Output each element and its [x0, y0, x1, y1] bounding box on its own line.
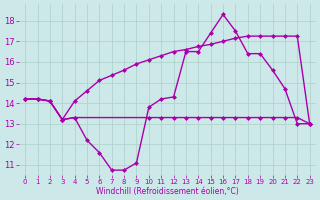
- X-axis label: Windchill (Refroidissement éolien,°C): Windchill (Refroidissement éolien,°C): [96, 187, 239, 196]
